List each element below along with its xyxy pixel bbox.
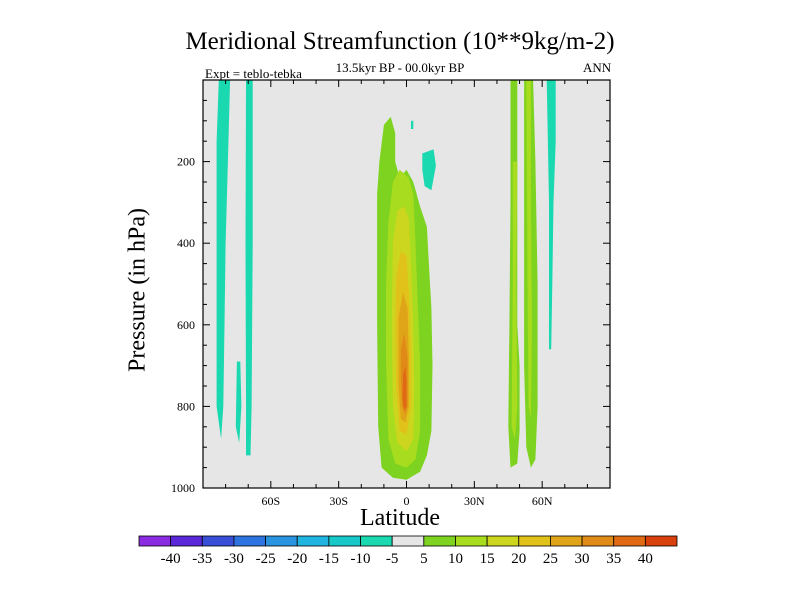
contour-region--10 (245, 80, 253, 456)
colorbar-swatch (644, 535, 678, 547)
colorbar-swatch (455, 535, 488, 547)
colorbar-label: 15 (480, 551, 495, 567)
colorbar-swatch (138, 535, 172, 547)
colorbar-swatch (423, 535, 456, 547)
colorbar-swatch (265, 535, 298, 547)
colorbar-swatch (233, 535, 266, 547)
experiment-label: Expt = teblo-tebka (205, 66, 302, 81)
colorbar-label: -40 (161, 551, 181, 567)
colorbar-label: 5 (420, 551, 428, 567)
y-tick-label: 200 (177, 155, 195, 169)
contour-region-10 (511, 161, 518, 439)
colorbar-swatch (328, 535, 361, 547)
contour-region--10 (422, 149, 436, 191)
colorbar-swatch (391, 535, 425, 547)
colorbar-label: -10 (351, 551, 371, 567)
colorbar-swatch (170, 535, 203, 547)
x-tick-label: 0 (404, 494, 410, 508)
colorbar-swatch (486, 535, 520, 547)
contour-region--10 (235, 361, 242, 444)
colorbar-label: -35 (192, 551, 212, 567)
x-tick-label: 60S (261, 494, 280, 508)
x-tick-label: 30N (464, 494, 485, 508)
season-label: ANN (583, 60, 612, 75)
colorbar-swatch (296, 535, 330, 547)
y-tick-label: 1000 (171, 481, 195, 495)
colorbar-swatch (581, 535, 615, 547)
colorbar-swatch (518, 535, 551, 547)
y-tick-label: 800 (177, 399, 195, 413)
contour-region-35 (402, 365, 407, 411)
colorbar-label: 25 (543, 551, 558, 567)
y-tick-label: 400 (177, 236, 195, 250)
colorbar-label: -5 (386, 551, 399, 567)
colorbar-swatch (550, 535, 583, 547)
contour-region--10 (216, 80, 231, 439)
colorbar-label: 20 (511, 551, 526, 567)
colorbar-label: 30 (575, 551, 590, 567)
colorbar-label: -25 (256, 551, 276, 567)
chart-subtitle: 13.5kyr BP - 00.0kyr BP (335, 60, 465, 75)
y-tick-label: 600 (177, 318, 195, 332)
colorbar-label: -20 (287, 551, 307, 567)
chart-title: Meridional Streamfunction (10**9kg/m-2) (185, 28, 615, 55)
colorbar-label: 40 (638, 551, 653, 567)
contour-region--10 (546, 80, 556, 350)
colorbar-swatch (613, 535, 646, 547)
colorbar-label: 35 (606, 551, 621, 567)
colorbar-label: -15 (319, 551, 339, 567)
contour-region-10 (526, 80, 532, 419)
x-tick-label: 30S (329, 494, 348, 508)
colorbar-label: -30 (224, 551, 244, 567)
x-tick-label: 60N (532, 494, 553, 508)
colorbar-swatch (201, 535, 235, 547)
colorbar-swatch (360, 535, 393, 547)
colorbar-label: 10 (448, 551, 463, 567)
contour-region--10 (411, 120, 414, 129)
x-axis-label: Latitude (360, 505, 440, 531)
